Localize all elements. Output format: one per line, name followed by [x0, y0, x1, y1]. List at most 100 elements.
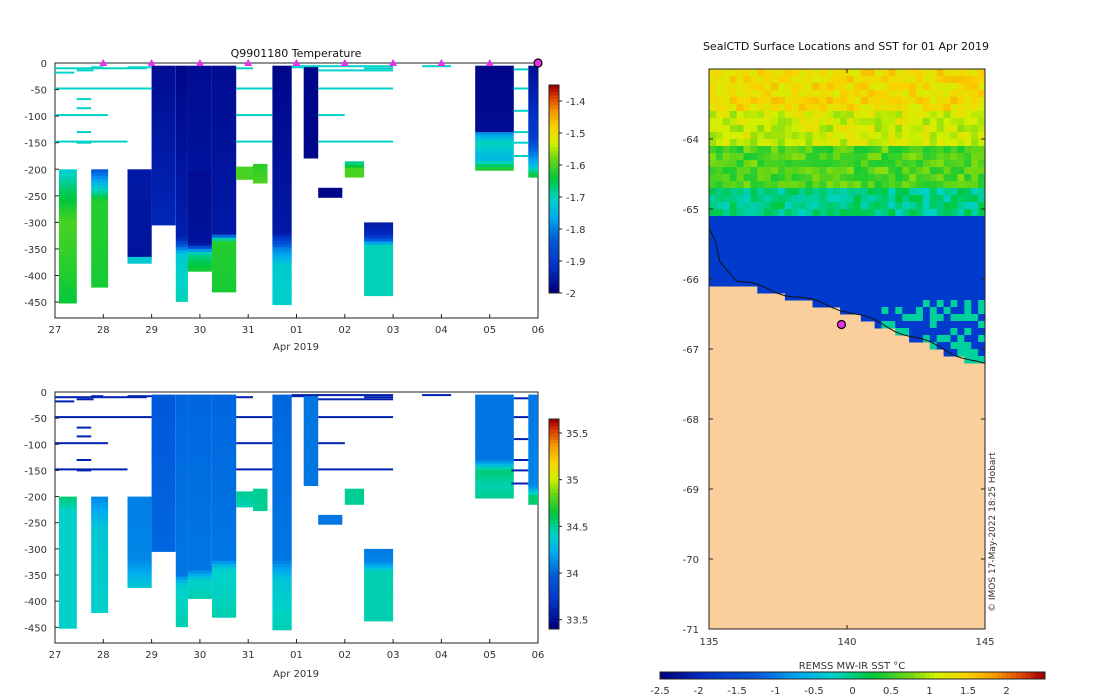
sst-cell	[743, 237, 751, 245]
sst-cell	[771, 139, 779, 147]
profile-cell	[212, 542, 237, 546]
sst-cell	[909, 300, 917, 308]
profile-cell	[475, 407, 514, 411]
profile-cell	[175, 397, 188, 402]
profile-cell	[303, 482, 319, 486]
profile-cell	[528, 139, 538, 143]
sst-cell	[805, 181, 813, 189]
sst-cell	[867, 195, 876, 203]
profile-cell	[364, 289, 394, 293]
sst-cell	[840, 223, 848, 231]
sst-cell	[950, 342, 958, 350]
sst-cell	[943, 146, 951, 154]
sst-cell	[847, 293, 855, 301]
sst-cell	[784, 83, 793, 91]
profile-cell	[91, 194, 109, 199]
profile-cell	[475, 148, 514, 152]
sst-cell	[916, 258, 924, 266]
sst-cell	[722, 216, 731, 224]
sst-cell	[888, 244, 896, 252]
sst-cell	[791, 146, 800, 154]
sst-cell	[929, 153, 938, 161]
sst-cell	[895, 293, 903, 301]
profile-cell	[364, 251, 394, 255]
profile-cell	[151, 532, 176, 537]
sample-line	[236, 87, 273, 90]
sst-cell	[902, 293, 910, 301]
profile-cell	[175, 413, 188, 417]
profile-cell	[151, 135, 176, 140]
profile-cell	[151, 491, 176, 496]
sst-cell	[943, 216, 951, 224]
profile-cell	[187, 110, 212, 114]
sst-cell	[881, 69, 889, 77]
sst-cell	[798, 237, 807, 245]
colorbar-step	[549, 482, 559, 486]
profile-cell	[175, 193, 188, 197]
sst-cell	[826, 83, 834, 91]
sst-cell	[881, 300, 889, 308]
profile-cell	[272, 444, 292, 449]
sst-cell	[916, 216, 924, 224]
colorbar-step	[549, 527, 559, 532]
sst-cell	[895, 202, 903, 210]
sst-cell	[750, 216, 758, 224]
profile-cell	[151, 209, 176, 213]
map-x-tick-label: 135	[699, 637, 718, 648]
sst-cell	[929, 216, 938, 224]
profile-cell	[272, 595, 292, 599]
profile-cell	[151, 116, 176, 121]
profile-cell	[364, 592, 394, 597]
colorbar-step	[549, 510, 559, 514]
profile-cell	[58, 556, 77, 560]
profile-cell	[212, 538, 237, 543]
profile-cell	[187, 545, 212, 549]
sst-cell	[840, 272, 848, 280]
sst-cell	[840, 167, 848, 175]
profile-cell	[175, 186, 188, 191]
sst-cell	[978, 188, 986, 196]
colorbar-step	[549, 102, 559, 107]
sst-cell	[819, 125, 827, 133]
sst-cell	[957, 286, 965, 294]
sst-cell	[950, 181, 958, 189]
profile-cell	[272, 614, 292, 618]
colorbar-step	[549, 506, 559, 511]
profile-cell	[212, 103, 237, 108]
sst-cell	[888, 132, 896, 140]
surface-markers	[99, 58, 543, 68]
profile-cell	[272, 167, 292, 172]
sst-cell	[750, 202, 758, 210]
profile-cell	[187, 542, 212, 546]
sst-cell	[798, 83, 807, 91]
profile-cell	[175, 209, 188, 213]
sst-cell	[743, 265, 751, 273]
sst-cell	[853, 104, 862, 112]
surface-marker	[99, 59, 108, 66]
sst-cell	[853, 293, 862, 301]
sst-cell	[771, 237, 779, 245]
profile-cell	[91, 175, 109, 180]
colorbar-step	[549, 587, 559, 591]
profile-cell	[528, 476, 538, 480]
sst-cell	[957, 307, 965, 315]
sst-cell	[964, 321, 972, 329]
sst-cell	[778, 237, 786, 245]
sst-cell	[909, 244, 917, 252]
salinity-axes	[54, 391, 539, 644]
profile-cell	[175, 84, 188, 89]
sst-cell	[881, 230, 889, 238]
profile-cell	[272, 123, 292, 127]
sst-cell	[847, 167, 855, 175]
profile-cell	[187, 413, 212, 417]
sample-line	[236, 416, 273, 419]
sst-cell	[867, 202, 876, 210]
sst-cell	[715, 272, 724, 280]
profile-cell	[272, 623, 292, 628]
sst-cell	[867, 111, 876, 119]
sst-cell	[743, 90, 751, 98]
sst-cell	[909, 216, 917, 224]
profile-cell	[187, 164, 212, 169]
sst-cell	[798, 125, 807, 133]
sst-cell	[722, 188, 731, 196]
